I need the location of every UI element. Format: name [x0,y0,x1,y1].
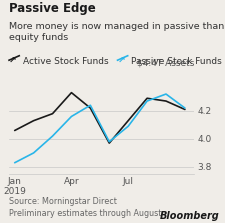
Text: Preliminary estimates through August: Preliminary estimates through August [9,209,161,217]
Text: Bloomberg: Bloomberg [159,211,218,221]
Text: Passive Edge: Passive Edge [9,2,95,15]
Text: ↗: ↗ [9,57,16,66]
Text: Source: Morningstar Direct: Source: Morningstar Direct [9,197,116,206]
Text: Active Stock Funds: Active Stock Funds [22,57,108,66]
Text: ↗: ↗ [117,57,124,66]
Text: More money is now managed in passive than active US
equity funds: More money is now managed in passive tha… [9,22,225,42]
Text: Passive Stock Funds: Passive Stock Funds [130,57,221,66]
Text: $4.4T Assets: $4.4T Assets [136,59,194,68]
